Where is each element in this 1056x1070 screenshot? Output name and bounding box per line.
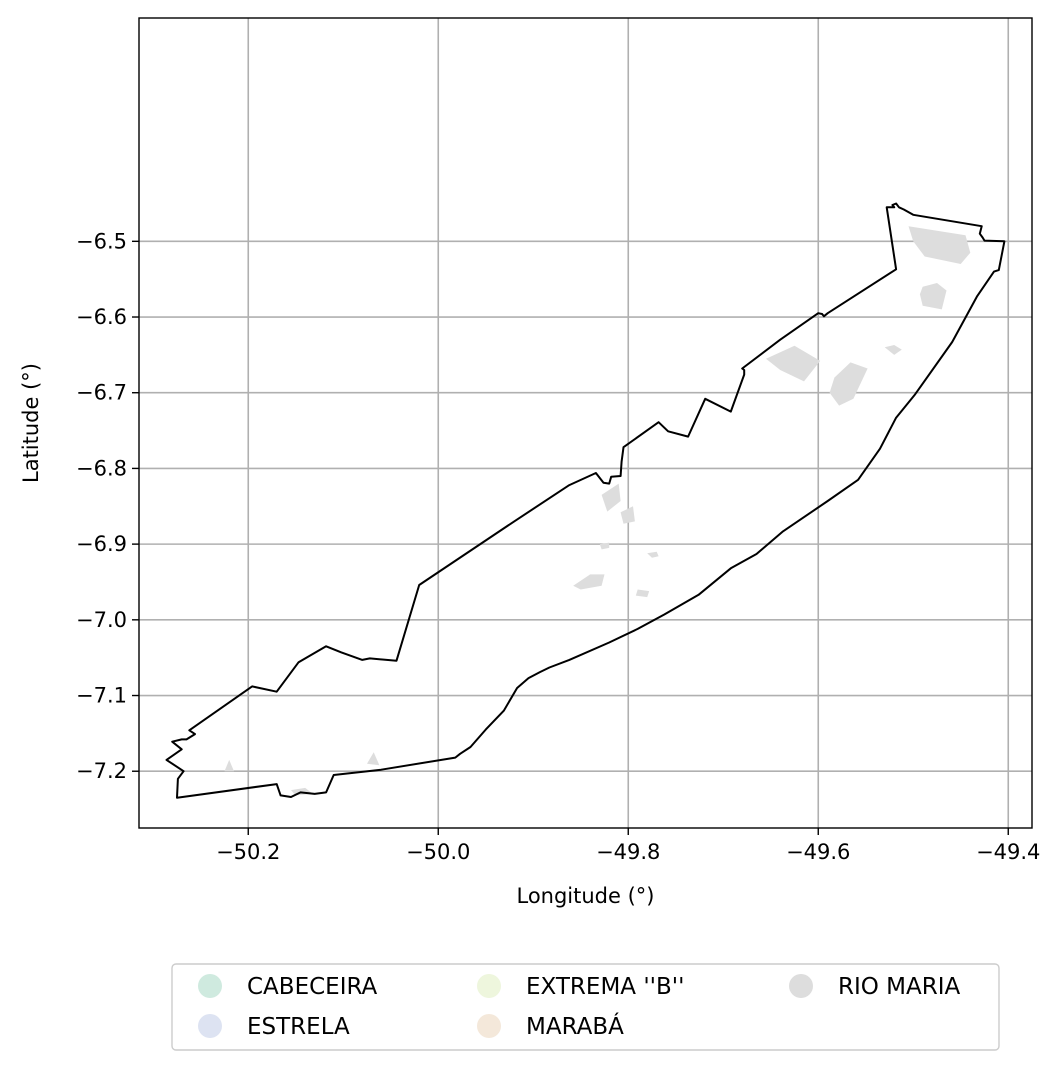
x-tick-label: −50.2 <box>216 840 280 864</box>
boundary-outline <box>165 202 1006 799</box>
area-polygon <box>829 362 868 406</box>
area-polygon <box>908 226 971 264</box>
plot-area <box>139 18 1032 828</box>
y-tick-label: −6.8 <box>76 456 127 480</box>
legend-label: RIO MARIA <box>838 974 961 1000</box>
legend-marker <box>198 1014 222 1038</box>
x-axis-title: Longitude (°) <box>516 884 654 908</box>
area-polygon <box>601 483 621 512</box>
area-polygon <box>884 345 902 355</box>
legend-label: EXTREMA ''B'' <box>526 974 684 1000</box>
legend-label: CABECEIRA <box>247 974 378 1000</box>
municipality-boundary <box>165 202 1006 799</box>
x-axis-ticks: −50.2 −50.0 −49.8 −49.6 −49.4 <box>216 828 1040 864</box>
legend-label: MARABÁ <box>526 1012 624 1040</box>
legend: CABECEIRA ESTRELA EXTREMA ''B'' MARABÁ RIO M… <box>171 963 1000 1051</box>
y-axis-title: Latitude (°) <box>19 363 43 483</box>
y-tick-label: −6.7 <box>76 381 127 405</box>
y-tick-label: −6.6 <box>76 305 127 329</box>
area-polygon <box>224 759 234 772</box>
legend-marker <box>789 974 813 998</box>
x-tick-label: −49.4 <box>976 840 1040 864</box>
area-polygons <box>224 226 971 796</box>
plot-frame <box>138 17 1033 829</box>
area-polygon <box>573 574 605 590</box>
y-tick-label: −7.1 <box>76 684 127 708</box>
legend-marker <box>477 1014 501 1038</box>
y-tick-label: −6.5 <box>76 229 127 253</box>
grid-lines <box>139 18 1032 828</box>
legend-label: ESTRELA <box>247 1014 350 1040</box>
area-polygon <box>635 589 650 598</box>
area-polygon <box>766 345 821 382</box>
x-tick-label: −50.0 <box>406 840 470 864</box>
y-tick-label: −6.9 <box>76 532 127 556</box>
x-tick-label: −49.8 <box>596 840 660 864</box>
area-polygon <box>599 542 610 550</box>
x-tick-label: −49.6 <box>786 840 850 864</box>
area-polygon <box>919 283 947 310</box>
legend-entries: CABECEIRA ESTRELA EXTREMA ''B'' MARABÁ RIO M… <box>198 974 961 1040</box>
y-tick-label: −7.2 <box>76 759 127 783</box>
area-polygon <box>620 506 635 524</box>
area-polygon <box>367 752 380 766</box>
y-axis-ticks: −6.5 −6.6 −6.7 −6.8 −6.9 −7.0 −7.1 −7.2 <box>76 229 139 783</box>
area-polygon <box>647 551 659 558</box>
y-tick-label: −7.0 <box>76 608 127 632</box>
legend-marker <box>477 974 501 998</box>
legend-marker <box>198 974 222 998</box>
